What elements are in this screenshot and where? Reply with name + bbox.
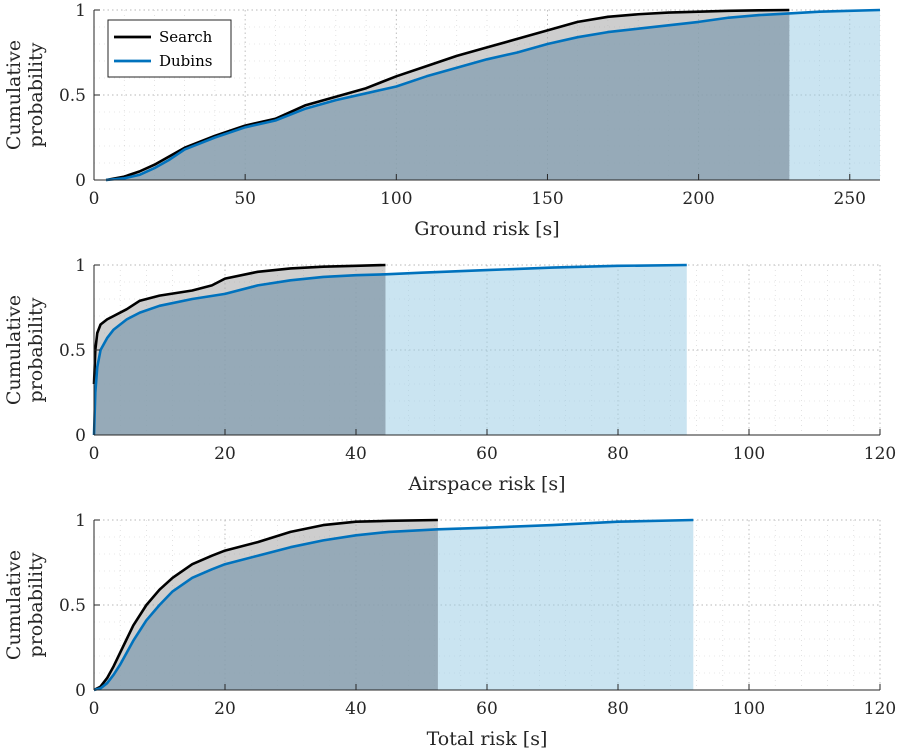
x-tick-label: 40 (345, 699, 367, 719)
x-tick-label: 0 (89, 189, 100, 209)
x-tick-label: 50 (234, 189, 256, 209)
x-tick-label: 80 (607, 444, 629, 464)
y-tick-label: 0 (75, 426, 86, 446)
x-axis-label: Total risk [s] (427, 728, 548, 750)
y-axis-label-line: probability (25, 42, 47, 147)
x-tick-label: 120 (864, 699, 896, 719)
series-line-search (92, 263, 386, 385)
y-axis-label-line: Cumulative (3, 295, 25, 405)
legend-label-dubins: Dubins (159, 52, 212, 70)
y-tick-label: 0.5 (59, 341, 86, 361)
x-tick-label: 0 (89, 699, 100, 719)
x-tick-label: 60 (476, 444, 498, 464)
series-line-dubins (105, 8, 881, 182)
area-overlap (106, 13, 790, 181)
legend-label-search: Search (159, 28, 213, 46)
y-axis-label-line: probability (25, 297, 47, 402)
chart-panel-total: 0 20 40 60 80 100 120 0 0.5 1 Total risk [s] Cumula… (3, 511, 896, 750)
series-line-search (105, 8, 790, 182)
x-tick-label: 20 (214, 444, 236, 464)
y-tick-label: 0.5 (59, 86, 86, 106)
chart-panel-airspace: 0 20 40 60 80 100 120 0 0.5 1 Airspace risk [s] Cum… (3, 256, 896, 495)
x-tick-label: 20 (214, 699, 236, 719)
legend-box (107, 19, 232, 78)
series-line-dubins (92, 263, 687, 436)
x-tick-label: 250 (834, 189, 866, 209)
legend: Search Dubins (107, 19, 232, 78)
x-axis-label: Airspace risk [s] (407, 473, 565, 495)
x-tick-label: 0 (89, 444, 100, 464)
y-axis-label-line: probability (25, 552, 47, 657)
y-tick-label: 0 (75, 681, 86, 701)
y-axis-label: Cumulativeprobability (3, 295, 47, 405)
y-tick-label: 0.5 (59, 596, 86, 616)
y-axis-label: Cumulativeprobability (3, 550, 47, 660)
y-tick-label: 1 (75, 256, 86, 276)
x-tick-label: 120 (864, 444, 896, 464)
x-tick-label: 40 (345, 444, 367, 464)
series-line-dubins (93, 518, 694, 692)
area-search (106, 10, 790, 180)
x-tick-label: 200 (682, 189, 714, 209)
y-tick-label: 1 (75, 1, 86, 21)
x-tick-label: 80 (607, 699, 629, 719)
y-tick-label: 1 (75, 511, 86, 531)
x-axis-label: Ground risk [s] (414, 218, 559, 240)
area-overlap (94, 274, 386, 435)
y-tick-label: 0 (75, 171, 86, 191)
y-axis-label: Cumulativeprobability (3, 40, 47, 150)
series-line-search (93, 518, 438, 692)
x-tick-label: 150 (531, 189, 563, 209)
x-tick-label: 60 (476, 699, 498, 719)
area-search (94, 520, 438, 690)
area-search (94, 265, 386, 435)
area-overlap (94, 529, 438, 690)
x-tick-label: 100 (380, 189, 412, 209)
y-axis-label-line: Cumulative (3, 550, 25, 660)
chart-panel-ground: 0 50 100 150 200 250 0 0.5 1 Ground risk [s] Cumul… (3, 1, 881, 240)
y-axis-label-line: Cumulative (3, 40, 25, 150)
x-tick-label: 100 (733, 699, 765, 719)
x-tick-label: 100 (733, 444, 765, 464)
